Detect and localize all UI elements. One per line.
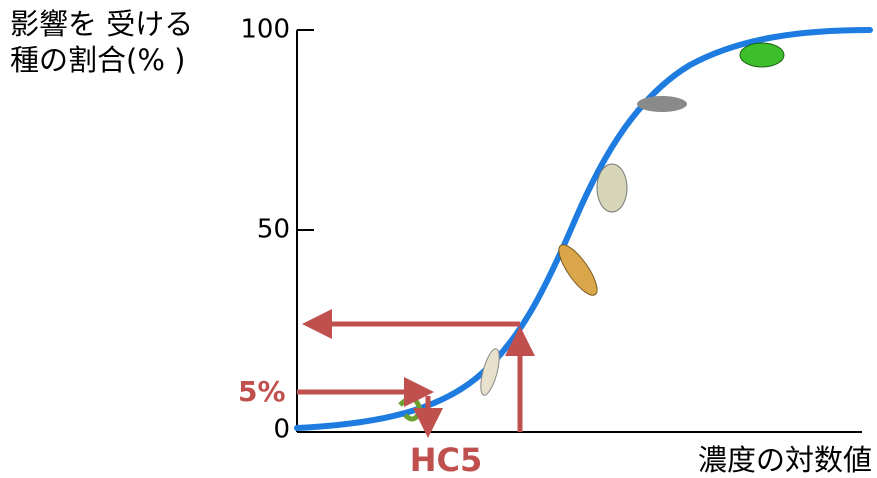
- hc5-label: HC5: [410, 441, 483, 478]
- curve: [297, 30, 870, 428]
- daphnia: [597, 164, 627, 212]
- diagram: 影響を 受ける 種の割合(% ) 100 50 0 5% HC5 濃度の対数値: [0, 0, 877, 478]
- y-label-line: 影響を 受ける: [10, 7, 193, 41]
- x-label: 濃度の対数値: [698, 443, 872, 477]
- y-tick-label: 0: [273, 415, 290, 445]
- fish: [637, 96, 687, 112]
- y-label-line: 種の割合(% ): [10, 43, 185, 77]
- y-tick-label: 50: [257, 215, 290, 245]
- y-tick-label: 100: [240, 15, 290, 45]
- frog: [740, 43, 784, 67]
- larva: [553, 240, 604, 301]
- percent-label: 5%: [238, 375, 286, 408]
